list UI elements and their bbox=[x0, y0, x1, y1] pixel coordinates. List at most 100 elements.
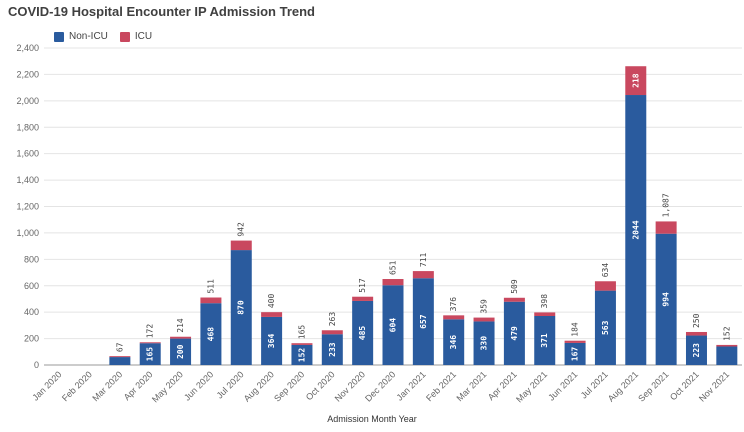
data-label-total: 398 bbox=[540, 294, 549, 309]
data-label-non-icu: 994 bbox=[662, 292, 671, 307]
data-label-non-icu: 346 bbox=[449, 335, 458, 350]
y-tick-label: 2,200 bbox=[16, 69, 39, 79]
bar-icu[interactable] bbox=[473, 317, 495, 322]
x-tick-label: Nov 2020 bbox=[333, 369, 367, 403]
bar-icu[interactable] bbox=[139, 342, 161, 344]
bar-icu[interactable] bbox=[716, 344, 738, 347]
x-tick-label: Aug 2021 bbox=[606, 369, 640, 403]
y-tick-label: 2,000 bbox=[16, 96, 39, 106]
x-tick-label: Jun 2020 bbox=[182, 369, 215, 402]
y-tick-label: 800 bbox=[24, 254, 39, 264]
data-label-total: 942 bbox=[237, 222, 246, 237]
x-tick-label: Sep 2020 bbox=[272, 369, 306, 403]
data-label-non-icu: 485 bbox=[358, 326, 367, 341]
bar-non-icu[interactable] bbox=[594, 290, 616, 365]
bar-icu[interactable] bbox=[564, 340, 586, 343]
bar-non-icu[interactable] bbox=[291, 344, 313, 365]
legend-item-icu[interactable]: ICU bbox=[119, 31, 153, 42]
bar-non-icu[interactable] bbox=[655, 233, 677, 365]
bar-non-icu[interactable] bbox=[564, 342, 586, 365]
bar-non-icu[interactable] bbox=[200, 303, 222, 365]
data-label-icu: 218 bbox=[631, 73, 640, 88]
bar-icu[interactable] bbox=[109, 356, 131, 358]
data-label-total: 400 bbox=[267, 294, 276, 309]
data-label-total: 214 bbox=[176, 318, 185, 333]
bar-icu[interactable] bbox=[230, 240, 252, 251]
bar-icu[interactable] bbox=[261, 312, 283, 317]
x-tick-label: Jul 2020 bbox=[215, 369, 246, 400]
x-tick-label: Jan 2020 bbox=[30, 369, 63, 402]
bar-icu[interactable] bbox=[200, 297, 222, 304]
bar-non-icu[interactable] bbox=[412, 278, 434, 365]
x-tick-label: May 2020 bbox=[150, 369, 185, 404]
bar-non-icu[interactable] bbox=[352, 300, 374, 365]
bar-icu[interactable] bbox=[321, 330, 343, 335]
bar-non-icu[interactable] bbox=[139, 343, 161, 365]
data-label-total: 511 bbox=[206, 279, 215, 294]
legend-item-non-icu[interactable]: Non-ICU bbox=[54, 31, 108, 42]
bar-icu[interactable] bbox=[352, 296, 374, 301]
data-label-total: 263 bbox=[328, 312, 337, 327]
y-tick-label: 1,800 bbox=[16, 122, 39, 132]
bar-non-icu[interactable] bbox=[261, 316, 283, 365]
legend-label-icu: ICU bbox=[134, 31, 153, 42]
data-label-total: 250 bbox=[692, 313, 701, 328]
chart-title: COVID-19 Hospital Encounter IP Admission… bbox=[8, 4, 315, 19]
x-tick-label: Aug 2020 bbox=[242, 369, 276, 403]
data-label-total: 517 bbox=[358, 278, 367, 293]
data-label-total: 165 bbox=[297, 325, 306, 340]
bar-non-icu[interactable] bbox=[716, 346, 738, 365]
x-tick-label: Dec 2020 bbox=[363, 369, 397, 403]
y-tick-label: 1,600 bbox=[16, 149, 39, 159]
bar-non-icu[interactable] bbox=[109, 357, 131, 365]
bar-non-icu[interactable] bbox=[382, 285, 404, 365]
bar-icu[interactable] bbox=[170, 336, 192, 339]
data-label-total: 152 bbox=[722, 326, 731, 341]
data-label-total: 651 bbox=[389, 260, 398, 275]
y-tick-label: 0 bbox=[34, 360, 39, 370]
x-tick-label: Mar 2021 bbox=[454, 369, 488, 403]
bar-non-icu[interactable] bbox=[230, 250, 252, 365]
bar-icu[interactable] bbox=[594, 281, 616, 291]
x-tick-label: Oct 2020 bbox=[304, 369, 337, 402]
bar-icu[interactable] bbox=[625, 66, 647, 96]
y-tick-label: 400 bbox=[24, 307, 39, 317]
x-tick-label: Mar 2020 bbox=[90, 369, 124, 403]
y-tick-label: 1,200 bbox=[16, 202, 39, 212]
x-tick-label: Nov 2021 bbox=[697, 369, 731, 403]
x-tick-label: Sep 2021 bbox=[636, 369, 670, 403]
chart-legend: Non-ICU ICU bbox=[54, 31, 152, 42]
data-label-total: 509 bbox=[510, 279, 519, 294]
bar-non-icu[interactable] bbox=[534, 315, 556, 365]
bar-icu[interactable] bbox=[443, 315, 465, 320]
data-label-non-icu: 2044 bbox=[631, 220, 640, 239]
bar-icu[interactable] bbox=[382, 279, 404, 286]
data-label-non-icu: 152 bbox=[297, 348, 306, 363]
bar-non-icu[interactable] bbox=[321, 334, 343, 365]
bar-icu[interactable] bbox=[291, 343, 313, 345]
data-label-non-icu: 371 bbox=[540, 333, 549, 348]
bar-non-icu[interactable] bbox=[170, 338, 192, 365]
data-label-total: 1,087 bbox=[662, 193, 671, 217]
bar-non-icu[interactable] bbox=[473, 321, 495, 365]
data-label-non-icu: 657 bbox=[419, 314, 428, 329]
bar-icu[interactable] bbox=[655, 221, 677, 234]
bar-non-icu[interactable] bbox=[503, 301, 525, 365]
y-tick-label: 2,400 bbox=[16, 43, 39, 53]
bar-icu[interactable] bbox=[534, 312, 556, 316]
y-tick-label: 1,000 bbox=[16, 228, 39, 238]
bar-icu[interactable] bbox=[412, 271, 434, 279]
bar-non-icu[interactable] bbox=[625, 95, 647, 365]
bar-icu[interactable] bbox=[503, 297, 525, 302]
x-tick-label: Jan 2021 bbox=[394, 369, 427, 402]
data-label-total: 376 bbox=[449, 297, 458, 312]
data-label-non-icu: 563 bbox=[601, 320, 610, 335]
x-tick-label: Feb 2021 bbox=[424, 369, 458, 403]
bar-non-icu[interactable] bbox=[685, 335, 707, 365]
y-tick-label: 200 bbox=[24, 334, 39, 344]
y-tick-label: 1,400 bbox=[16, 175, 39, 185]
bar-non-icu[interactable] bbox=[443, 319, 465, 365]
data-label-non-icu: 479 bbox=[510, 326, 519, 341]
bar-icu[interactable] bbox=[685, 331, 707, 336]
